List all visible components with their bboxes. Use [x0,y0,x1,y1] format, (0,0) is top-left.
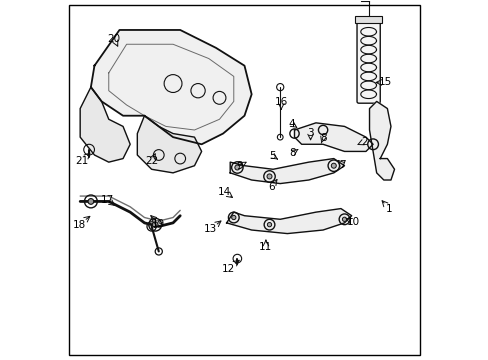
Text: 2: 2 [360,137,366,147]
Text: 9: 9 [236,161,243,171]
Text: 5: 5 [268,151,275,161]
Text: 19: 19 [152,219,165,229]
Circle shape [342,217,346,221]
Text: 11: 11 [259,242,272,252]
Polygon shape [91,30,251,144]
Text: 18: 18 [73,220,86,230]
Text: 14: 14 [218,187,231,197]
Polygon shape [369,102,394,180]
Text: 4: 4 [288,119,294,129]
Text: 20: 20 [107,34,121,44]
Text: 7: 7 [339,160,346,170]
Text: 22: 22 [145,156,158,166]
Circle shape [267,222,271,227]
Text: 16: 16 [274,97,287,107]
Polygon shape [294,123,372,152]
Text: 8: 8 [319,133,325,143]
Text: 3: 3 [306,128,313,138]
FancyBboxPatch shape [356,21,380,103]
Polygon shape [80,87,130,162]
Circle shape [331,163,336,168]
Circle shape [266,174,271,179]
Text: 8: 8 [289,148,295,158]
Text: 21: 21 [75,156,88,166]
Text: 12: 12 [222,264,235,274]
Circle shape [231,215,235,220]
Polygon shape [137,116,201,173]
Circle shape [234,165,240,170]
Circle shape [152,222,158,228]
Text: 17: 17 [100,195,113,204]
Text: 1: 1 [385,203,392,213]
Text: 13: 13 [203,224,217,234]
Text: 6: 6 [267,182,274,192]
Text: 15: 15 [378,77,391,87]
Bar [354,16,381,23]
Text: 10: 10 [346,217,359,227]
Circle shape [88,199,94,204]
Polygon shape [230,158,344,184]
Polygon shape [226,208,351,234]
